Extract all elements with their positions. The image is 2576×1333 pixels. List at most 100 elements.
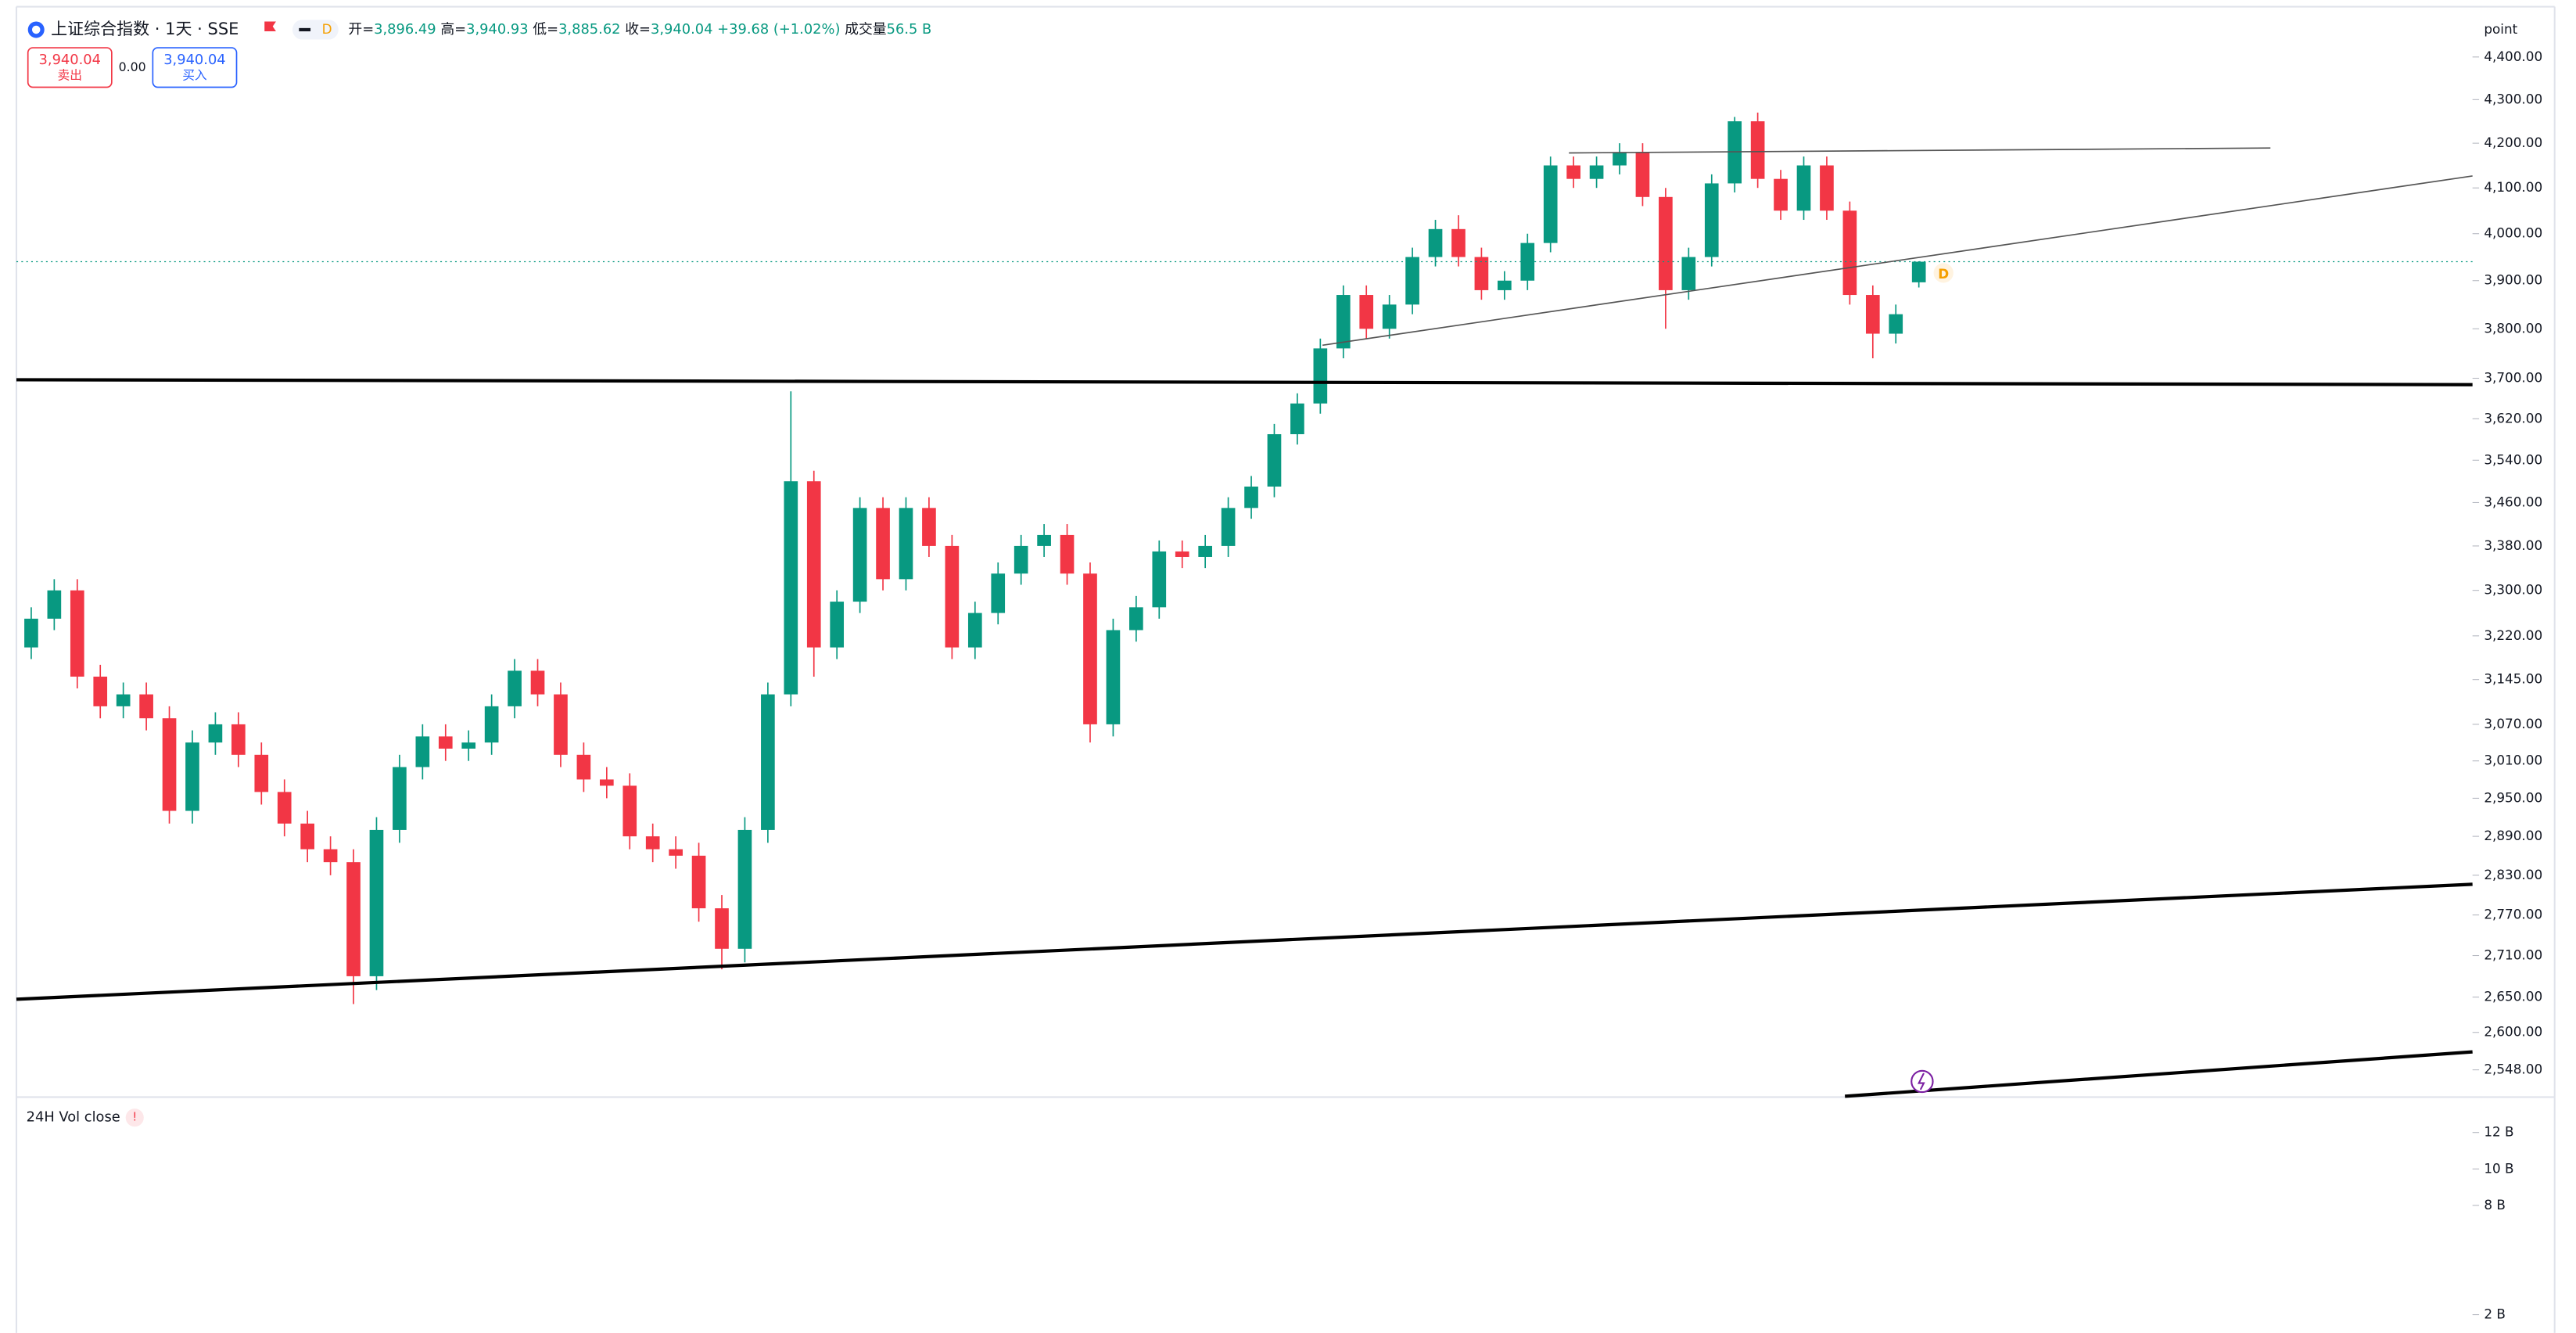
event-marker-label: D	[1938, 266, 1949, 282]
sell-price: 3,940.04	[39, 52, 101, 68]
flag-icon[interactable]	[264, 21, 276, 32]
candle-body	[1037, 534, 1051, 546]
volume-label: 成交量	[845, 21, 887, 38]
trend-line[interactable]	[1569, 147, 2271, 154]
candle-body	[1704, 183, 1719, 257]
candle-body	[1175, 551, 1189, 557]
candle-body	[1911, 261, 1926, 282]
candle-body	[1842, 210, 1857, 296]
badge: D	[322, 21, 332, 37]
candle-body	[691, 855, 706, 909]
y-tick-label: 8 B	[2484, 1197, 2506, 1213]
volume-value: 56.5 B	[887, 21, 932, 38]
trend-line[interactable]	[1845, 1050, 2473, 1098]
candle-body	[1635, 152, 1650, 197]
y-tick-label: 2,710.00	[2484, 947, 2542, 963]
y-tick-label: 2,650.00	[2484, 989, 2542, 1004]
sell-button[interactable]	[27, 47, 113, 88]
y-tick-label: 3,145.00	[2484, 671, 2542, 687]
spread: 0.00	[119, 59, 146, 74]
candle-body	[1244, 487, 1258, 508]
candle-body	[1796, 165, 1811, 211]
y-tick-label: 3,010.00	[2484, 753, 2542, 768]
candle-body	[922, 508, 936, 546]
sell-label: 卖出	[58, 67, 83, 82]
y-tick-label: 3,070.00	[2484, 716, 2542, 731]
candle-body	[1589, 165, 1604, 179]
candle-body	[93, 676, 108, 706]
candle-body	[231, 724, 246, 755]
ohlc-label: 收=	[625, 21, 651, 38]
candle-body	[852, 508, 867, 602]
y-tick-label: 3,540.00	[2484, 451, 2542, 467]
event-marker[interactable]	[1933, 263, 1954, 283]
candle-body	[508, 670, 522, 706]
candle-body	[1520, 243, 1535, 281]
candle-body	[830, 602, 845, 648]
candle-body	[1889, 314, 1903, 334]
candle-body	[346, 862, 361, 976]
candle-body	[737, 829, 752, 949]
candle-body	[116, 694, 131, 706]
y-axis-unit: point	[2484, 21, 2517, 37]
candle-body	[645, 836, 660, 850]
badge-bg	[292, 20, 339, 40]
warning-glyph: !	[132, 1111, 137, 1124]
candle-body	[784, 481, 798, 695]
symbol-title[interactable]: 上证综合指数 · 1天 · SSE	[51, 20, 239, 38]
candle-body	[876, 508, 890, 580]
lightning-icon[interactable]	[1910, 1069, 1934, 1094]
y-tick-label: 4,300.00	[2484, 91, 2542, 106]
y-tick-label: 3,220.00	[2484, 627, 2542, 643]
candle-body	[254, 754, 269, 792]
candle-body	[1336, 295, 1351, 349]
candle-body	[162, 718, 177, 811]
ohlc-label: 开=	[348, 21, 374, 38]
candle-body	[1359, 295, 1374, 329]
y-tick-label: 3,460.00	[2484, 494, 2542, 509]
ohlc-label: 高=	[440, 21, 466, 38]
buy-label: 买入	[182, 67, 207, 82]
trend-line[interactable]	[1322, 175, 2473, 347]
y-tick-label: 3,380.00	[2484, 537, 2542, 553]
candle-body	[1428, 228, 1443, 257]
buy-button[interactable]	[152, 47, 238, 88]
ohlc-legend: 开=3,896.49 高=3,940.93 低=3,885.62 收=3,940…	[348, 21, 931, 38]
candle-body	[599, 779, 614, 786]
candle-body	[967, 613, 982, 648]
y-tick-label: 10 B	[2484, 1160, 2513, 1176]
trend-line[interactable]	[16, 882, 2473, 1001]
candle-body	[323, 849, 338, 863]
change: +39.68 (+1.02%)	[717, 21, 840, 38]
candle-body	[1865, 295, 1880, 334]
trend-line[interactable]	[16, 378, 2473, 386]
candle-body	[1382, 304, 1397, 329]
y-tick-label: 3,900.00	[2484, 272, 2542, 288]
candle-body	[1083, 573, 1097, 724]
candle-body	[1221, 508, 1236, 546]
ohlc-value: 3,885.62	[558, 21, 620, 38]
candle-body	[945, 545, 960, 648]
warning-icon[interactable]	[125, 1108, 144, 1127]
candle-body	[484, 706, 499, 743]
y-tick-label: 2,600.00	[2484, 1024, 2542, 1040]
y-tick-label: 4,200.00	[2484, 135, 2542, 150]
y-tick-label: 4,000.00	[2484, 225, 2542, 241]
candle-body	[530, 670, 545, 695]
candle-body	[1774, 178, 1788, 211]
candle-body	[1681, 257, 1696, 290]
y-tick-label: 2 B	[2484, 1306, 2506, 1322]
candle-body	[1405, 257, 1419, 305]
y-tick-label: 3,300.00	[2484, 582, 2542, 598]
candle-body	[185, 742, 199, 811]
y-tick-label: 3,620.00	[2484, 410, 2542, 426]
candle-body	[1566, 165, 1580, 179]
ohlc-value: 3,940.93	[466, 21, 528, 38]
candle-body	[208, 724, 223, 743]
candle-body	[576, 754, 591, 780]
plot	[16, 56, 2480, 1316]
symbol-icon-inner	[31, 25, 41, 34]
y-tick-label: 2,950.00	[2484, 789, 2542, 805]
candle-body	[1750, 121, 1765, 179]
